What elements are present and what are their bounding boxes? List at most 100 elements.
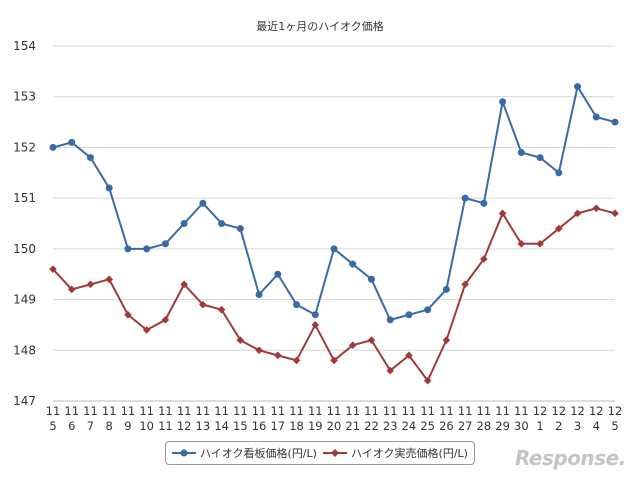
- x-tick-month: 12: [551, 404, 566, 418]
- data-point-actual-price[interactable]: [330, 356, 338, 365]
- y-tick-label: 153: [13, 90, 36, 104]
- chart-title: 最近1ヶ月のハイオク価格: [256, 19, 384, 33]
- data-point-actual-price[interactable]: [274, 351, 282, 360]
- data-point-list-price[interactable]: [480, 199, 488, 207]
- data-point-actual-price[interactable]: [217, 305, 226, 314]
- data-point-list-price[interactable]: [180, 220, 188, 227]
- x-tick-day: 28: [477, 419, 492, 433]
- data-point-actual-price[interactable]: [480, 255, 488, 263]
- x-tick-month: 11: [289, 404, 304, 418]
- data-point-list-price[interactable]: [199, 199, 207, 207]
- data-point-list-price[interactable]: [555, 169, 563, 177]
- data-point-actual-price[interactable]: [386, 366, 394, 375]
- x-tick-month: 11: [439, 404, 454, 418]
- data-point-actual-price[interactable]: [49, 265, 57, 273]
- data-point-list-price[interactable]: [161, 240, 169, 248]
- x-tick-day: 18: [289, 419, 304, 433]
- data-point-actual-price[interactable]: [348, 341, 357, 350]
- data-point-list-price[interactable]: [105, 184, 113, 192]
- y-tick-label: 152: [13, 140, 36, 154]
- x-tick-month: 11: [477, 404, 492, 418]
- x-tick-month: 11: [345, 404, 360, 418]
- data-point-list-price[interactable]: [442, 285, 450, 293]
- x-tick-month: 11: [420, 404, 435, 418]
- data-point-list-price[interactable]: [536, 154, 544, 162]
- data-point-list-price[interactable]: [274, 270, 282, 278]
- x-tick-month: 11: [233, 404, 248, 418]
- x-tick-month: 11: [364, 404, 379, 418]
- y-tick-label: 151: [13, 191, 36, 205]
- data-point-actual-price[interactable]: [461, 280, 469, 289]
- data-point-list-price[interactable]: [218, 220, 226, 227]
- x-tick-month: 11: [158, 404, 173, 418]
- data-point-list-price[interactable]: [293, 301, 301, 309]
- data-point-list-price[interactable]: [499, 98, 507, 106]
- x-tick-day: 22: [364, 419, 379, 433]
- data-point-list-price[interactable]: [386, 316, 394, 324]
- data-point-list-price[interactable]: [143, 245, 151, 253]
- x-tick-month: 11: [196, 404, 211, 418]
- data-point-list-price[interactable]: [574, 83, 582, 91]
- data-point-list-price[interactable]: [405, 311, 413, 319]
- data-point-list-price[interactable]: [461, 194, 469, 202]
- data-point-actual-price[interactable]: [498, 209, 507, 218]
- data-point-actual-price[interactable]: [199, 300, 207, 309]
- data-point-actual-price[interactable]: [592, 204, 601, 213]
- series-line-0: [52, 85, 616, 321]
- data-point-list-price[interactable]: [49, 143, 57, 151]
- data-point-actual-price[interactable]: [142, 326, 151, 334]
- x-tick-day: 23: [383, 419, 398, 433]
- data-point-actual-price[interactable]: [367, 336, 376, 344]
- data-point-list-price[interactable]: [255, 291, 263, 298]
- data-point-list-price[interactable]: [592, 113, 600, 121]
- data-point-list-price[interactable]: [517, 149, 525, 156]
- data-point-actual-price[interactable]: [442, 336, 451, 344]
- data-point-actual-price[interactable]: [105, 275, 113, 284]
- x-tick-day: 7: [87, 419, 94, 433]
- data-point-actual-price[interactable]: [423, 376, 432, 385]
- x-tick-day: 9: [124, 419, 131, 433]
- data-point-actual-price[interactable]: [405, 351, 413, 360]
- data-point-list-price[interactable]: [424, 306, 432, 314]
- data-point-list-price[interactable]: [330, 245, 338, 253]
- x-tick-day: 14: [214, 419, 229, 433]
- data-point-list-price[interactable]: [349, 260, 357, 268]
- x-tick-day: 1: [536, 419, 543, 433]
- x-tick-month: 11: [270, 404, 285, 418]
- x-tick-month: 12: [533, 404, 548, 418]
- data-point-actual-price[interactable]: [536, 239, 544, 248]
- data-point-actual-price[interactable]: [311, 321, 320, 329]
- legend-item-actual-price[interactable]: ハイオク実売価格(円/L): [322, 445, 468, 461]
- data-point-actual-price[interactable]: [161, 316, 170, 324]
- x-axis-ticks: 1151161171181191110111111121113111411151…: [46, 404, 623, 433]
- data-point-actual-price[interactable]: [236, 336, 245, 344]
- x-tick-month: 12: [608, 404, 623, 418]
- data-point-list-price[interactable]: [367, 275, 375, 283]
- x-tick-day: 8: [106, 419, 113, 433]
- data-point-actual-price[interactable]: [124, 310, 132, 319]
- x-tick-month: 11: [83, 404, 98, 418]
- data-point-actual-price[interactable]: [255, 346, 263, 355]
- data-point-list-price[interactable]: [611, 118, 619, 126]
- data-point-list-price[interactable]: [68, 138, 76, 146]
- data-point-actual-price[interactable]: [573, 209, 582, 218]
- x-tick-day: 13: [196, 419, 211, 433]
- data-point-list-price[interactable]: [311, 311, 319, 319]
- data-point-actual-price[interactable]: [611, 209, 619, 218]
- x-tick-day: 20: [327, 419, 342, 433]
- y-tick-label: 148: [13, 343, 36, 357]
- x-tick-day: 2: [555, 419, 562, 433]
- x-tick-month: 11: [308, 404, 323, 418]
- data-point-list-price[interactable]: [124, 245, 132, 253]
- data-point-actual-price[interactable]: [517, 239, 526, 248]
- data-point-actual-price[interactable]: [292, 356, 301, 365]
- data-point-actual-price[interactable]: [86, 280, 95, 289]
- data-point-list-price[interactable]: [86, 154, 94, 162]
- legend-item-list-price[interactable]: ハイオク看板価格(円/L): [172, 445, 317, 461]
- x-tick-day: 17: [270, 419, 285, 433]
- data-point-actual-price[interactable]: [180, 280, 188, 289]
- data-point-list-price[interactable]: [236, 225, 244, 233]
- data-point-actual-price[interactable]: [67, 285, 76, 294]
- data-point-actual-price[interactable]: [555, 224, 563, 233]
